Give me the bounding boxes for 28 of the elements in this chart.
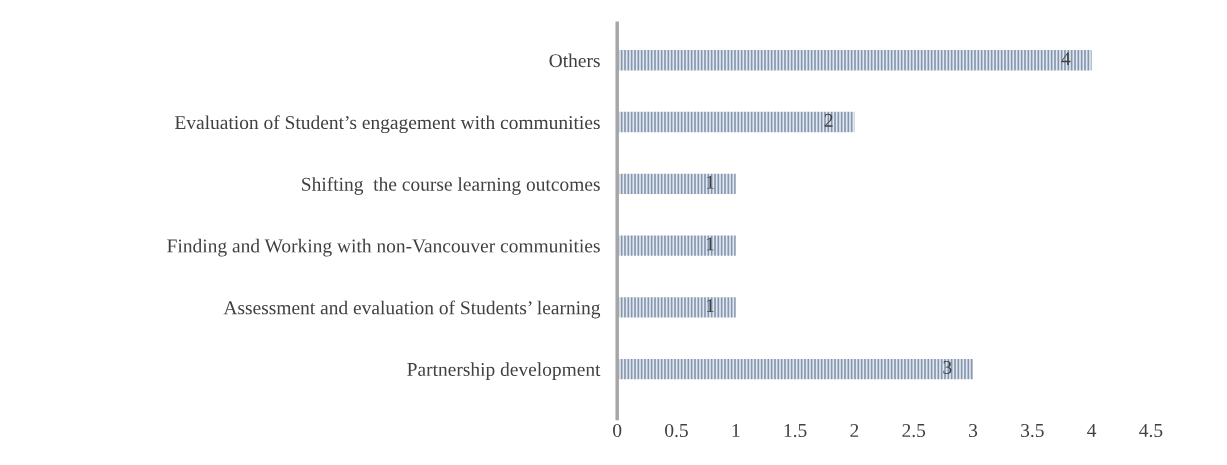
data-label: 3 (943, 360, 952, 374)
x-tick-label: 1 (732, 424, 740, 437)
y-tick-label: Others (549, 53, 600, 68)
bar (617, 173, 736, 195)
x-tick-label: 3.5 (1021, 423, 1044, 438)
x-tick-label: 2 (850, 423, 859, 437)
y-tick-label: Partnership development (407, 362, 601, 380)
bar (617, 111, 855, 133)
x-tick-label: 4 (1087, 424, 1097, 437)
bar (617, 50, 1092, 71)
bar (617, 235, 736, 256)
x-tick-label: 0 (613, 423, 622, 438)
data-label: 1 (706, 237, 714, 251)
data-label: 2 (824, 113, 833, 127)
x-tick-label: 1.5 (784, 424, 807, 438)
x-tick-label: 3 (969, 423, 978, 438)
data-label: 1 (706, 299, 714, 313)
x-tick-label: 2.5 (902, 423, 926, 438)
y-tick-label: Evaluation of Student’s engagement with communities (174, 115, 600, 134)
x-tick-label: 4.5 (1139, 424, 1163, 438)
y-tick-label: Assessment and evaluation of Students’ learning (223, 300, 601, 319)
y-tick-label: Shifting the course learning outcomes (302, 176, 600, 195)
bar (617, 297, 736, 318)
data-label: 1 (706, 175, 714, 189)
y-tick-label: Finding and Working with non-Vancouver communities (167, 238, 600, 257)
data-label: 4 (1061, 52, 1071, 65)
bar (617, 358, 974, 380)
x-tick-label: 0.5 (665, 423, 688, 438)
